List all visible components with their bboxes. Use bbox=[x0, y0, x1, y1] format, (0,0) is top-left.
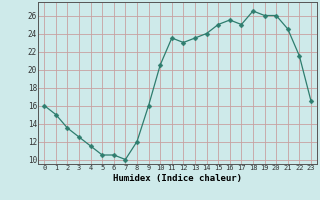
X-axis label: Humidex (Indice chaleur): Humidex (Indice chaleur) bbox=[113, 174, 242, 183]
